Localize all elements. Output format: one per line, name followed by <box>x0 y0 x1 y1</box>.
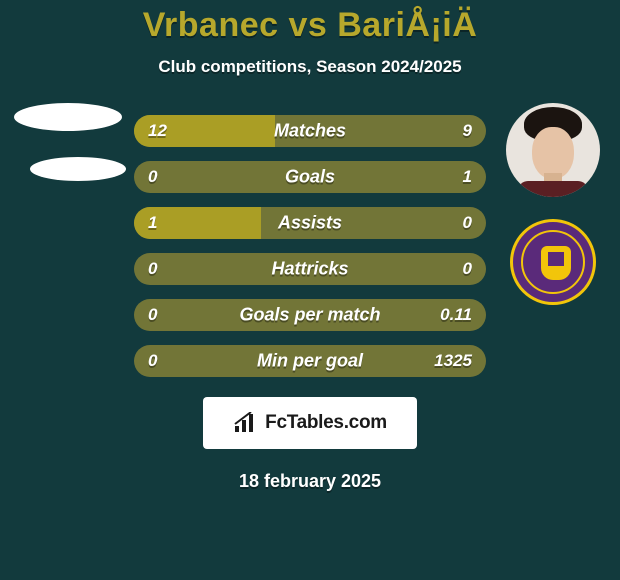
logo-chart-icon <box>233 412 259 434</box>
player-avatar <box>506 103 600 197</box>
stat-label: Hattricks <box>271 259 348 280</box>
date-label: 18 february 2025 <box>239 471 381 492</box>
stat-value-right: 1325 <box>434 351 472 371</box>
right-player-column <box>498 103 608 305</box>
stat-bar: 0 Goals per match 0.11 <box>134 299 486 331</box>
page-title: Vrbanec vs BariÅ¡iÄ <box>143 6 478 45</box>
stat-value-left: 0 <box>148 167 157 187</box>
stat-bar: 12 Matches 9 <box>134 115 486 147</box>
stat-value-left: 0 <box>148 305 157 325</box>
logo-box: FcTables.com <box>203 397 417 449</box>
stat-value-right: 0 <box>463 213 472 233</box>
stat-value-left: 0 <box>148 351 157 371</box>
stat-value-right: 0.11 <box>440 305 472 325</box>
page-subtitle: Club competitions, Season 2024/2025 <box>158 57 461 77</box>
stat-value-left: 1 <box>148 213 157 233</box>
stat-value-right: 9 <box>463 121 472 141</box>
avatar-face <box>532 127 574 179</box>
stats-area: 12 Matches 9 0 Goals 1 1 Assists 0 0 Hattricks 0 0 Go… <box>0 115 620 377</box>
crest-castle-icon <box>548 252 564 266</box>
stat-label: Matches <box>274 121 346 142</box>
content-root: Vrbanec vs BariÅ¡iÄ Club competitions, S… <box>0 0 620 580</box>
logo-text: FcTables.com <box>265 412 387 434</box>
stat-label: Goals <box>285 167 335 188</box>
stat-bar: 0 Hattricks 0 <box>134 253 486 285</box>
stat-value-left: 12 <box>148 121 167 141</box>
stat-label: Assists <box>278 213 342 234</box>
stat-value-right: 0 <box>463 259 472 279</box>
stat-value-left: 0 <box>148 259 157 279</box>
stat-bars: 12 Matches 9 0 Goals 1 1 Assists 0 0 Hattricks 0 0 Go… <box>134 115 486 377</box>
stat-value-right: 1 <box>463 167 472 187</box>
stat-bar: 0 Min per goal 1325 <box>134 345 486 377</box>
left-placeholder-ellipse-1 <box>14 103 122 131</box>
stat-bar: 0 Goals 1 <box>134 161 486 193</box>
left-placeholder-ellipse-2 <box>30 157 126 181</box>
club-crest <box>510 219 596 305</box>
stat-label: Goals per match <box>239 305 380 326</box>
stat-label: Min per goal <box>257 351 363 372</box>
stat-bar: 1 Assists 0 <box>134 207 486 239</box>
left-player-column <box>8 103 128 181</box>
avatar-shirt <box>518 181 588 197</box>
